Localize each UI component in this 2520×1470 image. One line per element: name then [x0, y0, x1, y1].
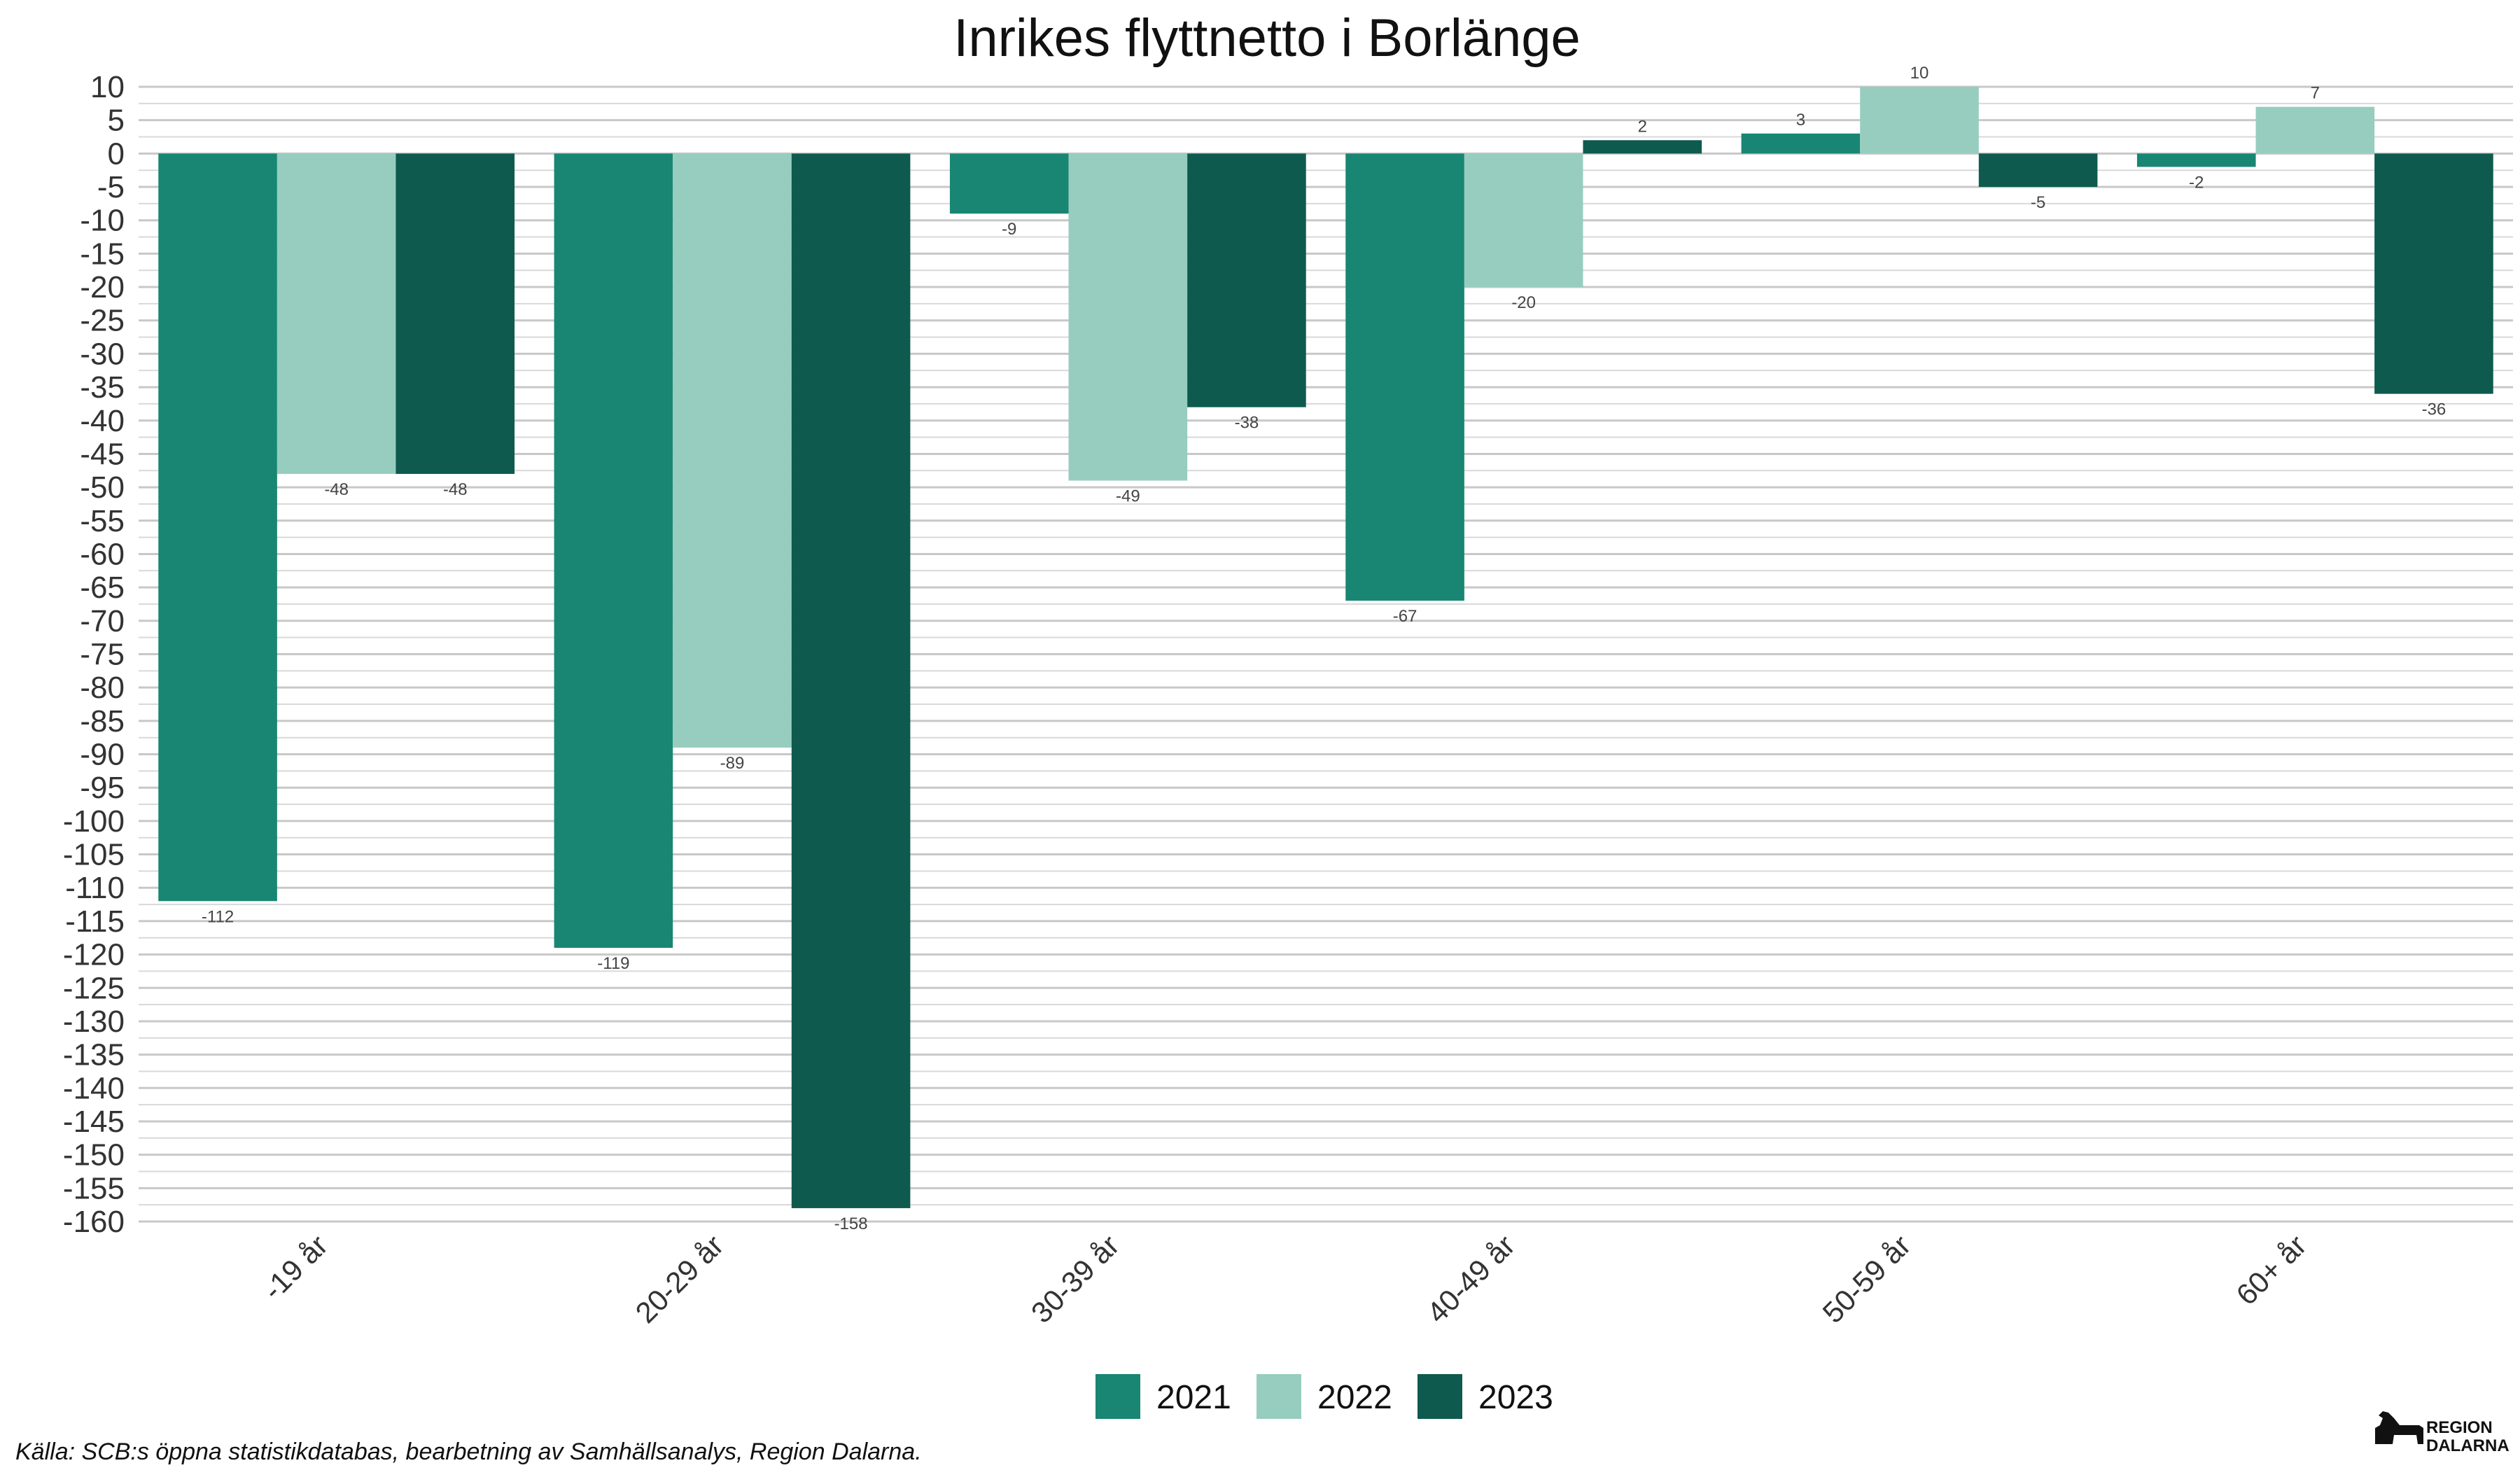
x-axis-ticks: -19 år 20-29 år 30-39 år 40-49 år 50-59 år 60… [256, 1228, 2312, 1329]
y-tick-label: -35 [80, 370, 125, 405]
data-labels: -112 -48 -48 -119 -89 -158 -9 -49 -38 -67 -20 2 3 10 -… [202, 64, 2446, 1233]
y-tick-label: -160 [63, 1205, 125, 1239]
y-tick-label: -55 [80, 504, 125, 538]
data-label: -158 [834, 1214, 868, 1233]
y-tick-label: -80 [80, 671, 125, 705]
y-tick-label: -5 [97, 170, 125, 204]
bar [1583, 140, 1702, 154]
bar [1978, 153, 2098, 188]
y-tick-label: -120 [63, 938, 125, 972]
y-tick-label: 0 [108, 136, 125, 171]
legend-label: 2023 [1478, 1379, 1553, 1416]
data-label: -119 [597, 954, 629, 973]
y-tick-label: -135 [63, 1038, 125, 1072]
logo-text-line1: REGION [2426, 1418, 2493, 1437]
legend-label: 2021 [1156, 1379, 1231, 1416]
data-label: -49 [1116, 487, 1140, 506]
bar [2255, 106, 2375, 154]
x-tick-label: -19 år [256, 1228, 334, 1306]
y-tick-label: -40 [80, 404, 125, 438]
y-tick-label: -65 [80, 570, 125, 605]
bar [554, 153, 673, 948]
data-label: 10 [1910, 64, 1929, 83]
y-tick-label: -115 [65, 904, 125, 939]
bar [1464, 153, 1583, 288]
data-label: -48 [324, 480, 349, 499]
region-dalarna-logo: REGION DALARNA [2375, 1411, 2510, 1455]
x-tick-label: 60+ år [2230, 1228, 2312, 1311]
bar [158, 153, 277, 902]
y-tick-label: -20 [80, 270, 125, 304]
data-label: -48 [443, 480, 468, 499]
y-tick-label: -125 [63, 971, 125, 1005]
bar [673, 153, 792, 748]
y-tick-label: -50 [80, 470, 125, 505]
y-tick-label: -45 [80, 437, 125, 471]
data-label: -67 [1393, 607, 1418, 626]
data-label: -9 [1002, 220, 1016, 239]
legend-swatch [1418, 1374, 1462, 1419]
data-label: 3 [1796, 111, 1805, 130]
legend-swatch [1096, 1374, 1140, 1419]
bars [158, 87, 2493, 1208]
y-tick-label: -155 [63, 1171, 125, 1205]
y-tick-label: -25 [80, 304, 125, 338]
bar [396, 153, 515, 475]
bar [1187, 153, 1306, 407]
y-tick-label: -150 [63, 1138, 125, 1172]
data-label: -89 [720, 754, 745, 773]
x-tick-label: 40-49 år [1420, 1228, 1521, 1329]
data-label: -5 [2031, 193, 2045, 212]
y-tick-label: -95 [80, 771, 125, 805]
legend-label: 2022 [1317, 1379, 1392, 1416]
bar [1741, 133, 1861, 154]
y-tick-label: 10 [90, 70, 125, 104]
data-label: 2 [1638, 117, 1647, 136]
x-tick-label: 30-39 år [1025, 1228, 1126, 1329]
bar [791, 153, 911, 1208]
y-tick-label: -70 [80, 604, 125, 638]
legend-swatch [1256, 1374, 1301, 1419]
data-label: -112 [202, 907, 234, 926]
y-tick-label: -130 [63, 1004, 125, 1039]
y-tick-label: -30 [80, 337, 125, 371]
y-tick-label: -75 [80, 638, 125, 672]
data-label: 7 [2311, 84, 2320, 103]
dala-horse-icon [2375, 1411, 2423, 1444]
y-tick-label: -105 [63, 838, 125, 872]
y-tick-label: -140 [63, 1071, 125, 1105]
x-tick-label: 50-59 år [1816, 1228, 1917, 1329]
y-tick-label: -10 [80, 204, 125, 238]
y-tick-label: 5 [108, 104, 125, 138]
chart-title: Inrikes flyttnetto i Borlänge [953, 8, 1581, 68]
bar [1860, 87, 1979, 154]
y-tick-label: -15 [80, 237, 125, 271]
data-label: -20 [1511, 293, 1536, 312]
y-tick-label: -110 [65, 871, 125, 905]
y-tick-label: -60 [80, 537, 125, 571]
y-axis-ticks: -160-155-150-145-140-135-130-125-120-115… [63, 70, 125, 1239]
y-tick-label: -90 [80, 738, 125, 772]
bar [276, 153, 396, 475]
y-tick-label: -100 [63, 804, 125, 839]
bar [2374, 153, 2493, 394]
data-label: -36 [2422, 400, 2446, 419]
y-tick-label: -145 [63, 1105, 125, 1139]
logo-text-line2: DALARNA [2426, 1436, 2510, 1455]
source-caption: Källa: SCB:s öppna statistikdatabas, bea… [15, 1438, 922, 1465]
y-tick-label: -85 [80, 704, 125, 738]
bar [2136, 153, 2256, 167]
x-tick-label: 20-29 år [629, 1228, 730, 1329]
legend: 2021 2022 2023 [1096, 1374, 1553, 1419]
bar [1068, 153, 1188, 481]
data-label: -38 [1235, 414, 1259, 433]
grid [139, 85, 2513, 1223]
bar [949, 153, 1069, 214]
bar [1345, 153, 1464, 601]
data-label: -2 [2189, 173, 2204, 192]
